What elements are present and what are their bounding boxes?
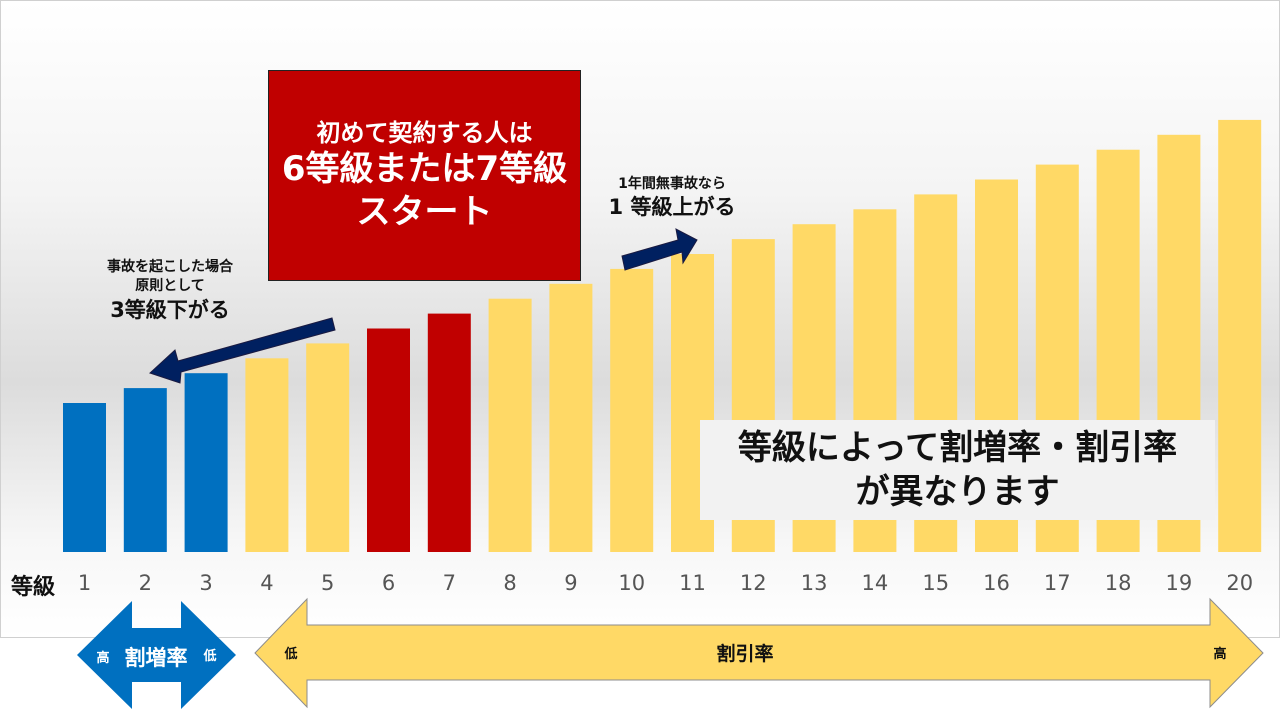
accident-note-line2: 原則として	[135, 278, 205, 294]
surcharge-high-label: 高	[96, 650, 109, 666]
bar-grade-10	[610, 268, 654, 552]
discount-label: 割引率	[716, 642, 773, 665]
x-tick-label: 7	[443, 571, 456, 595]
x-tick-label: 4	[260, 571, 273, 595]
down-arrow-icon	[149, 317, 336, 384]
surcharge-double-arrow	[77, 601, 236, 709]
no-accident-note-line1: 1年間無事故なら	[618, 176, 726, 192]
x-tick-label: 14	[862, 571, 889, 595]
x-tick-label: 20	[1226, 571, 1253, 595]
x-tick-label: 1	[78, 571, 91, 595]
x-tick-label: 6	[382, 571, 395, 595]
start-grade-box: 初めて契約する人は 6等級または7等級 スタート	[268, 70, 581, 281]
accident-note: 事故を起こした場合 原則として 3等級下がる	[70, 258, 270, 324]
bar-grade-6	[367, 328, 410, 552]
x-tick-label: 10	[618, 571, 645, 595]
x-tick-label: 15	[922, 571, 949, 595]
bar-grade-20	[1218, 119, 1262, 553]
discount-high-label: 高	[1213, 646, 1226, 662]
bar-grade-3	[184, 373, 228, 552]
summary-line2: が異なります	[855, 472, 1060, 512]
bar-grade-9	[549, 283, 593, 552]
x-tick-label: 9	[564, 571, 577, 595]
bar-grade-1	[63, 403, 106, 552]
up-arrow-icon	[621, 228, 698, 271]
discount-double-arrow	[254, 597, 1264, 709]
start-box-line1: 初めて契約する人は	[316, 119, 533, 147]
x-axis-label: 等級	[11, 574, 55, 600]
bar-grade-2	[123, 388, 167, 552]
x-tick-label: 3	[199, 571, 212, 595]
x-tick-label: 18	[1105, 571, 1132, 595]
bar-grade-7	[427, 313, 471, 552]
x-tick-label: 11	[679, 571, 706, 595]
x-tick-label: 16	[983, 571, 1010, 595]
start-box-line2: 6等級または7等級	[281, 149, 568, 189]
x-tick-label: 13	[801, 571, 828, 595]
bar-grade-4	[245, 358, 289, 552]
x-tick-label: 12	[740, 571, 767, 595]
x-tick-label: 17	[1044, 571, 1071, 595]
x-tick-label: 8	[503, 571, 516, 595]
bar-grade-5	[306, 343, 350, 552]
summary-box: 等級によって割増率・割引率 が異なります	[700, 420, 1215, 520]
surcharge-label: 割増率	[125, 646, 188, 670]
x-tick-label: 5	[321, 571, 334, 595]
x-tick-label: 2	[139, 571, 152, 595]
accident-note-line3: 3等級下がる	[110, 298, 230, 322]
no-accident-note-line2: 1 等級上がる	[608, 195, 736, 219]
discount-low-label: 低	[283, 646, 297, 662]
accident-note-line1: 事故を起こした場合	[107, 259, 233, 275]
start-box-line3: スタート	[356, 191, 493, 232]
no-accident-note: 1年間無事故なら 1 等級上がる	[572, 174, 772, 220]
x-tick-label: 19	[1166, 571, 1193, 595]
surcharge-low-label: 低	[202, 648, 216, 664]
summary-line1: 等級によって割増率・割引率	[737, 427, 1178, 468]
bar-grade-8	[488, 298, 532, 552]
